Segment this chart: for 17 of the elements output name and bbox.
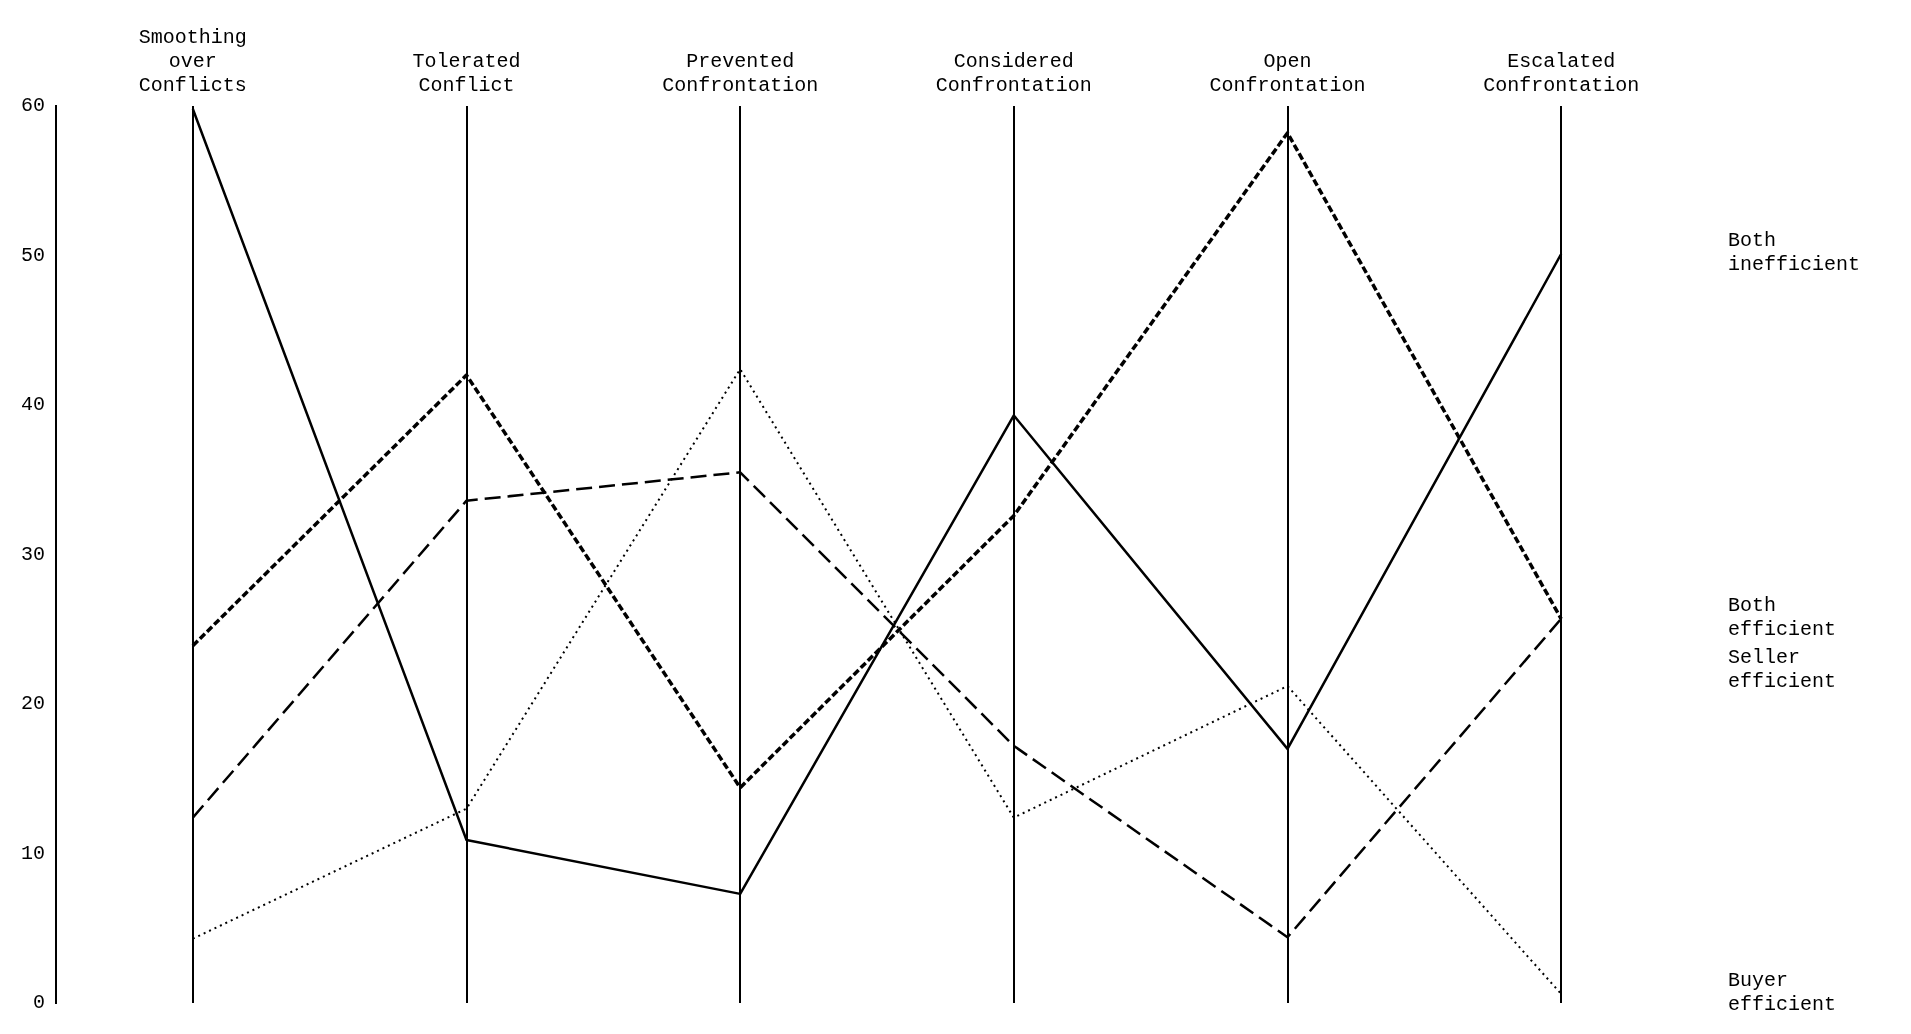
x-tick-label: Tolerated Conflict xyxy=(412,50,521,98)
x-tick-label: Considered Confrontation xyxy=(935,50,1092,98)
x-tick-label: Escalated Confrontation xyxy=(1483,50,1640,98)
x-tick-label: Prevented Confrontation xyxy=(662,50,819,98)
y-tick-label: 10 xyxy=(20,841,45,865)
x-tick-label: Open Confrontation xyxy=(1209,50,1366,98)
y-tick-label: 30 xyxy=(20,542,45,566)
text: Seller efficient xyxy=(1728,646,1837,694)
y-tick-label: 40 xyxy=(20,393,45,417)
y-tick-label: 50 xyxy=(20,243,45,267)
x-tick-label: Smoothing over Conflicts xyxy=(138,26,247,98)
text: Both efficient xyxy=(1728,594,1837,642)
text: Both inefficient xyxy=(1728,229,1861,277)
text: Buyer efficient xyxy=(1728,969,1837,1017)
y-tick-label: 0 xyxy=(32,991,45,1015)
y-tick-label: 20 xyxy=(20,692,45,716)
y-tick-label: 60 xyxy=(20,94,45,118)
